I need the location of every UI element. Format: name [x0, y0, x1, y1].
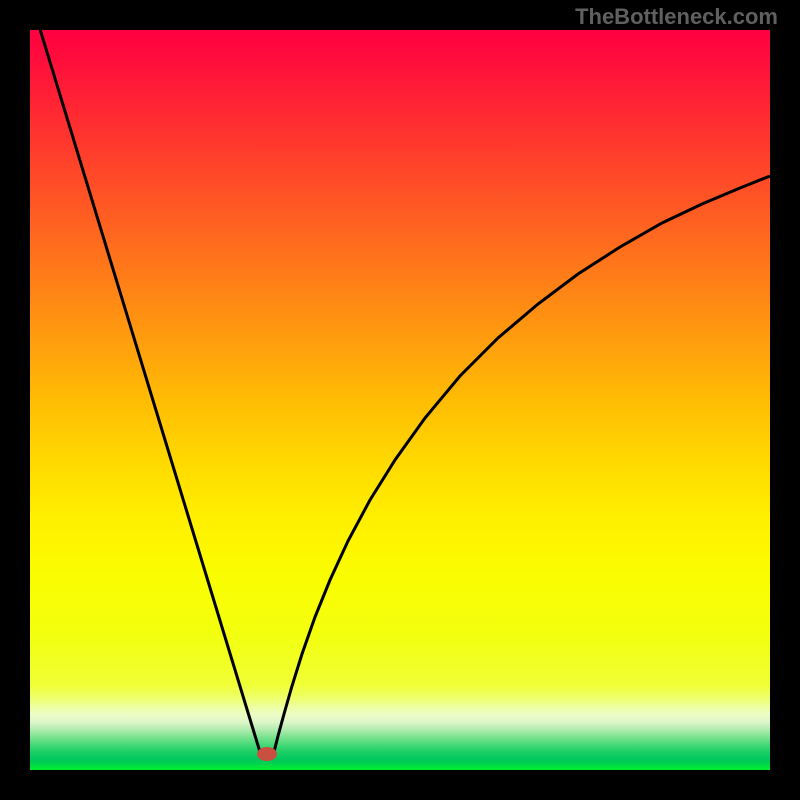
curve-left-branch: [36, 30, 260, 752]
plot-area: [30, 30, 770, 770]
curve-right-branch: [274, 176, 770, 752]
minimum-marker: [257, 747, 277, 761]
bottleneck-curve: [30, 30, 770, 770]
watermark: TheBottleneck.com: [575, 4, 778, 30]
